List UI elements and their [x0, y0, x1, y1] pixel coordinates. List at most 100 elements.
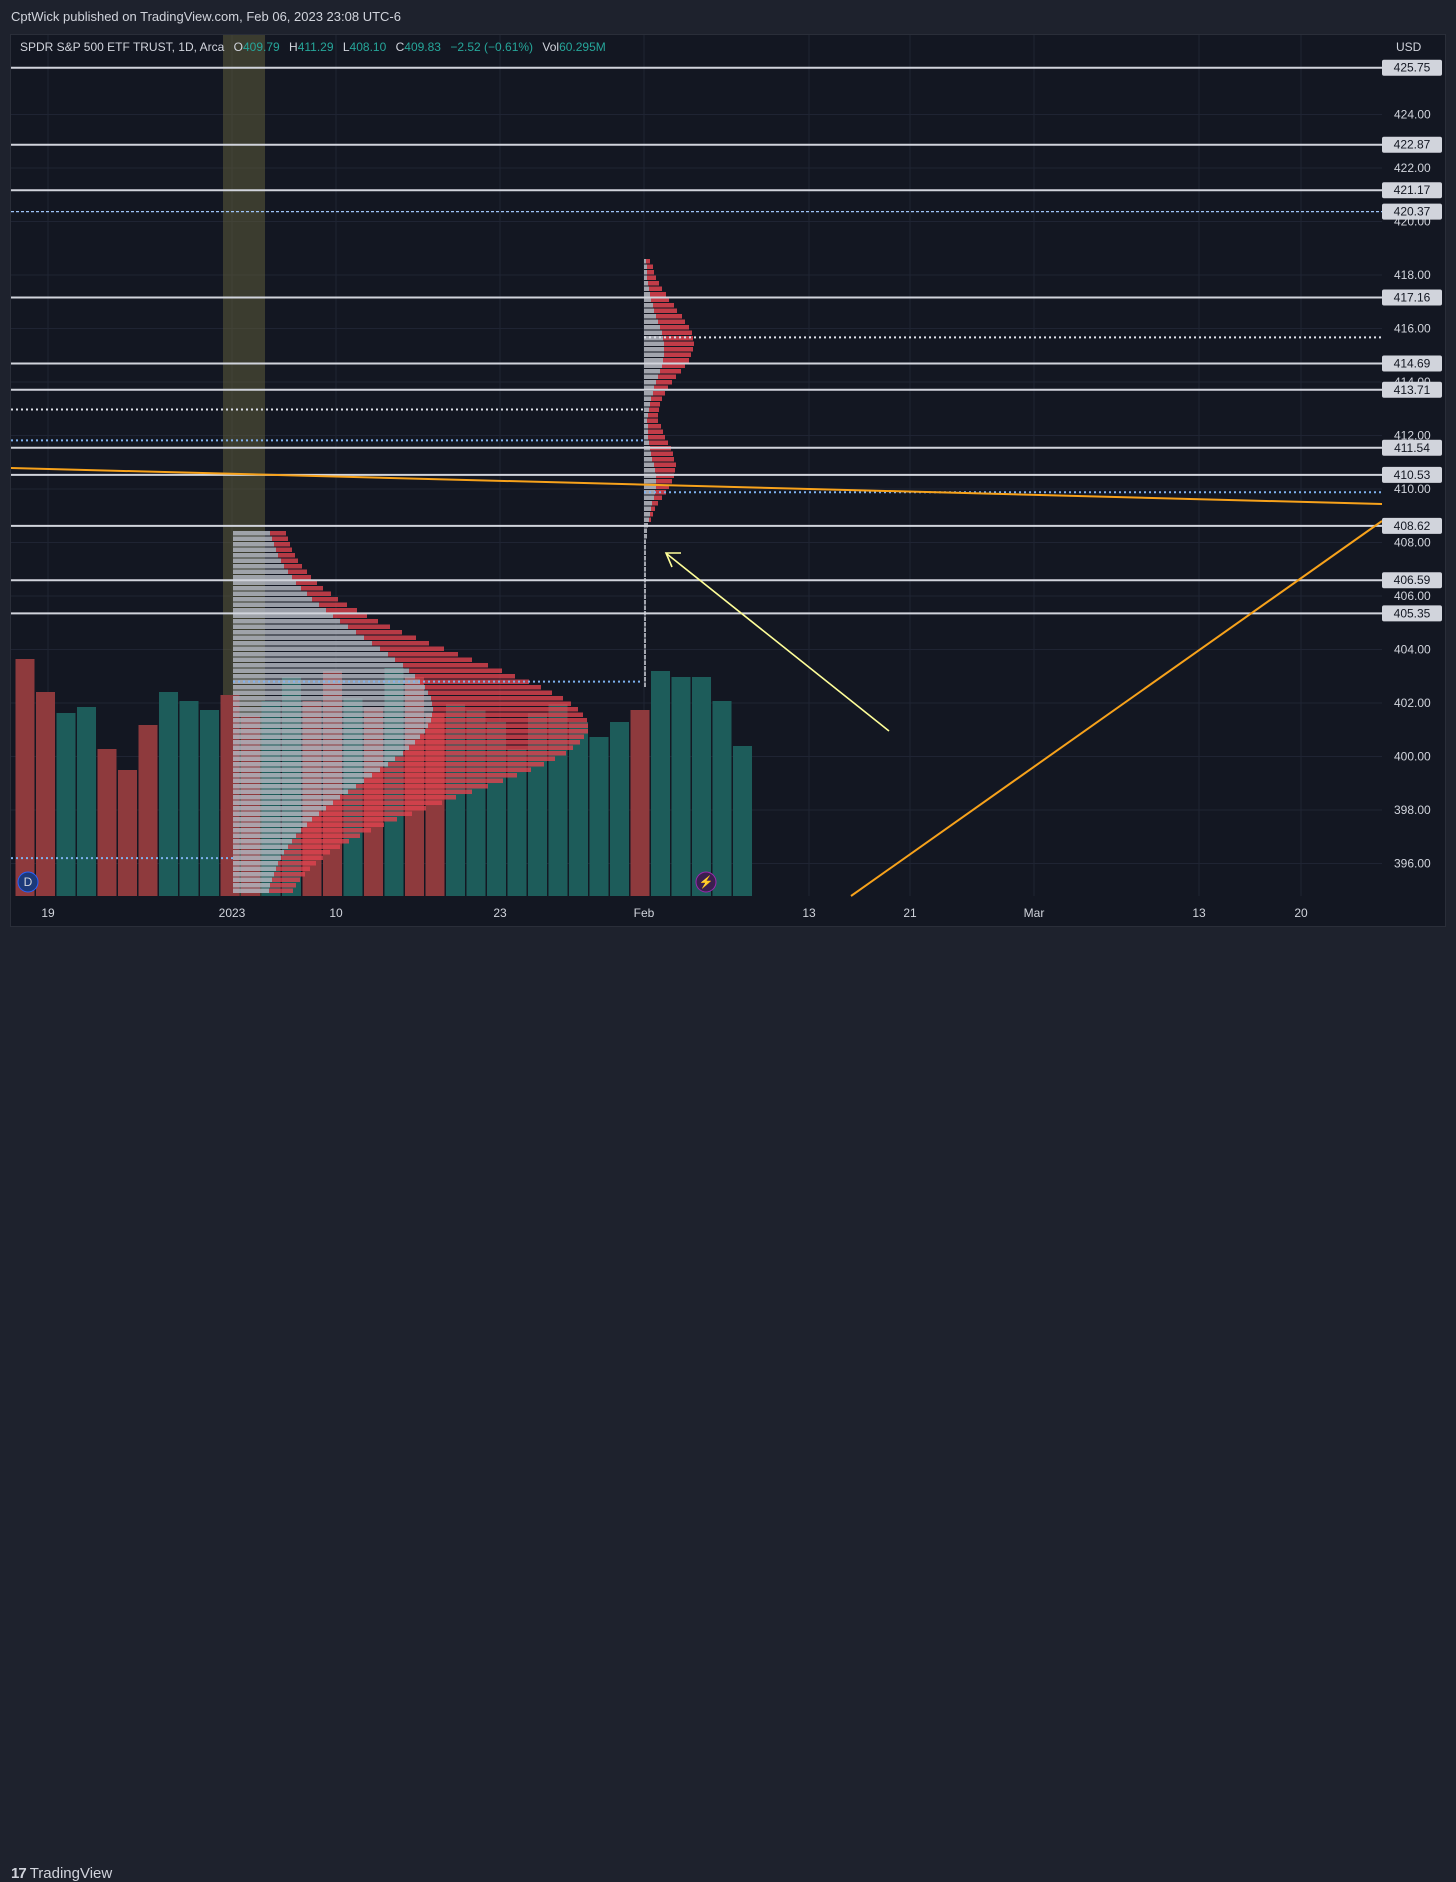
volume-bar — [651, 671, 670, 896]
chart-canvas[interactable]: 424.00422.00420.00418.00416.00414.00412.… — [11, 35, 1447, 928]
volume-bar — [36, 692, 55, 896]
volume-bar — [692, 677, 711, 896]
volume-bar — [179, 701, 199, 896]
volume-profile-row — [432, 712, 583, 717]
volume-profile-row — [272, 536, 288, 541]
price-label-text: 413.71 — [1394, 383, 1431, 397]
volume-profile-row — [333, 800, 442, 805]
volume-bar — [56, 713, 76, 896]
volume-profile-row — [233, 828, 301, 833]
volume-profile-row — [647, 418, 658, 423]
volume-profile-row — [648, 281, 659, 286]
volume-profile-row — [644, 671, 646, 676]
volume-profile-row — [644, 402, 650, 407]
volume-profile-row — [644, 413, 648, 418]
volume-profile-row — [233, 542, 274, 547]
volume-profile-row — [233, 866, 276, 871]
volume-profile-row — [662, 330, 692, 335]
price-label-text: 411.54 — [1394, 441, 1430, 455]
tradingview-logo[interactable]: 17 TradingView — [11, 1865, 112, 1882]
volume-profile-row — [644, 352, 664, 357]
volume-profile-row — [233, 850, 284, 855]
price-label-text: 408.62 — [1394, 519, 1431, 533]
volume-profile-row — [644, 484, 656, 489]
volume-profile-row — [644, 385, 654, 390]
published-caption: CptWick published on TradingView.com, Fe… — [11, 9, 401, 24]
volume-profile-row — [395, 657, 472, 662]
volume-profile-row — [644, 391, 653, 396]
volume-profile-row — [307, 591, 331, 596]
volume-profile-row — [288, 844, 340, 849]
volume-profile-row — [233, 679, 420, 684]
dividend-marker-icon[interactable] — [17, 871, 39, 893]
volume-profile-row — [233, 872, 274, 877]
volume-bar — [610, 722, 629, 896]
volume-profile-row — [233, 613, 333, 618]
top-bar: CptWick published on TradingView.com, Fe… — [0, 0, 1456, 34]
volume-profile-row — [233, 630, 356, 635]
volume-profile-row — [233, 778, 364, 783]
price-label-badge — [1382, 381, 1442, 398]
volume-profile-row — [233, 800, 333, 805]
volume-bar — [15, 659, 35, 896]
low-label: L — [342, 40, 350, 54]
volume-profile-row — [644, 682, 646, 687]
volume-profile-row — [648, 435, 665, 440]
volume-profile-row — [644, 341, 664, 346]
volume-profile-row — [644, 314, 656, 319]
volume-bar — [77, 707, 96, 896]
volume-profile-row — [644, 644, 646, 649]
volume-profile-row — [648, 429, 663, 434]
volume-profile-row — [233, 657, 395, 662]
price-label-badge — [1382, 605, 1442, 622]
volume-profile-row — [649, 286, 662, 291]
volume-profile-row — [233, 734, 420, 739]
volume-profile-row — [647, 275, 656, 280]
dividend-marker-label: D — [24, 875, 33, 889]
volume-profile-row — [656, 484, 669, 489]
price-axis-tick: 412.00 — [1394, 429, 1431, 443]
symbol-name[interactable]: SPDR S&P 500 ETF TRUST, 1D, Arca — [20, 40, 225, 54]
volume-profile-row — [233, 756, 395, 761]
volume-bar — [200, 710, 219, 896]
volume-profile-row — [652, 501, 658, 506]
volume-bar — [507, 749, 527, 896]
volume-profile-row — [233, 536, 272, 541]
volume-profile-row — [233, 723, 428, 728]
volume-profile-row — [233, 580, 296, 585]
volume-profile-row — [644, 407, 649, 412]
volume-profile-row — [388, 762, 544, 767]
volume-profile-row — [319, 602, 347, 607]
volume-profile-row — [233, 839, 292, 844]
time-axis-tick: 23 — [493, 906, 507, 920]
volume-profile-row — [644, 418, 647, 423]
volume-profile-row — [233, 784, 356, 789]
volume-profile-row — [233, 861, 278, 866]
volume-profile-row — [644, 325, 660, 330]
volume-profile-row — [278, 553, 295, 558]
volume-profile-row — [644, 308, 654, 313]
volume-profile-row — [644, 506, 651, 511]
chart-panel[interactable]: 424.00422.00420.00418.00416.00414.00412.… — [10, 34, 1446, 927]
volume-profile-row — [644, 561, 646, 566]
volume-profile-row — [278, 861, 316, 866]
resistance-trendline — [11, 467, 1383, 505]
volume-profile-row — [644, 572, 646, 577]
volume-profile-row — [233, 531, 270, 536]
volume-profile-row — [664, 347, 693, 352]
volume-profile-row — [270, 883, 296, 888]
volume-label: Vol — [542, 40, 560, 54]
volume-profile-row — [644, 616, 646, 621]
volume-profile-row — [301, 586, 323, 591]
price-axis-tick: 400.00 — [1394, 750, 1431, 764]
volume-profile-row — [233, 740, 415, 745]
volume-profile-row — [644, 622, 646, 627]
earnings-marker-icon[interactable] — [695, 871, 717, 893]
price-axis-tick: 398.00 — [1394, 803, 1431, 817]
tradingview-brand: TradingView — [29, 1865, 113, 1882]
open-value: 409.79 — [242, 40, 280, 54]
volume-profile-row — [372, 773, 517, 778]
volume-profile-row — [644, 600, 646, 605]
volume-bar — [712, 701, 732, 896]
volume-profile-row — [644, 677, 646, 682]
